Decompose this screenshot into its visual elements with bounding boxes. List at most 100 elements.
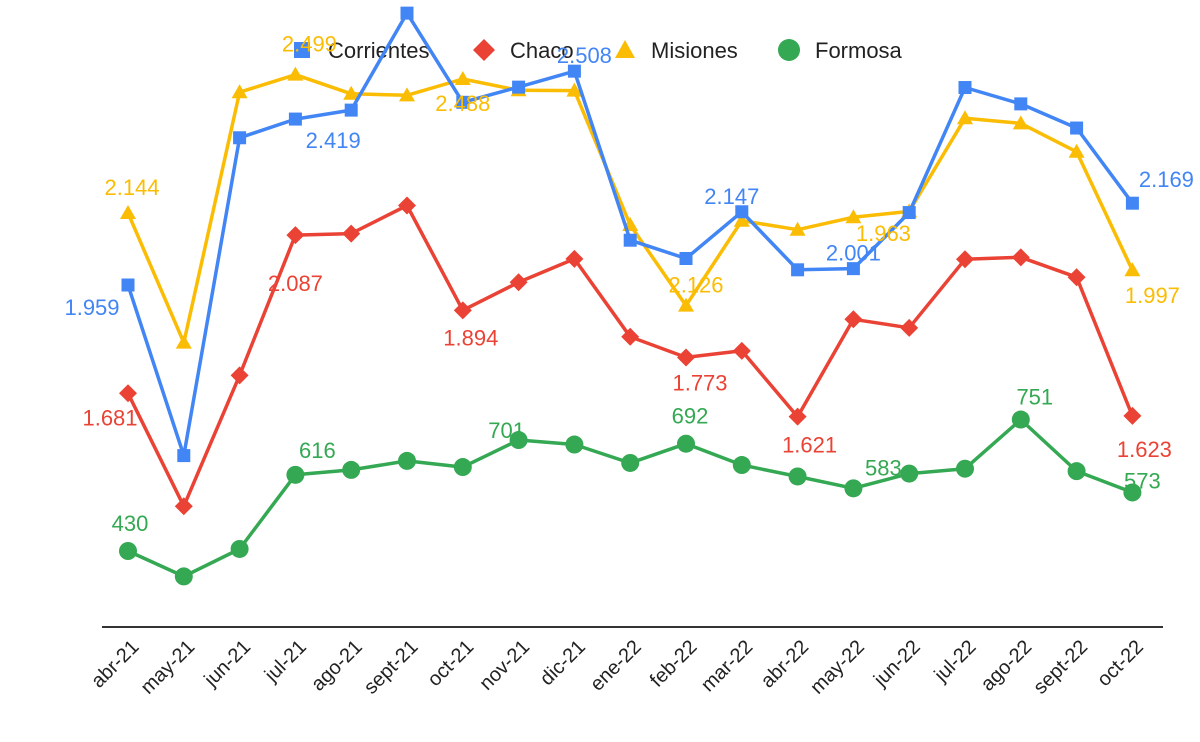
data-point-corrientes-oct-21 [456, 95, 470, 109]
data-label-formosa-jul-21: 616 [299, 438, 336, 463]
data-point-corrientes-may-21 [177, 449, 191, 463]
data-point-corrientes-oct-22 [1125, 196, 1139, 210]
data-label-chaco-abr-21: 1.681 [82, 405, 137, 430]
data-point-misiones-abr-21 [120, 204, 136, 219]
data-point-chaco-jul-22 [956, 250, 974, 269]
x-tick-label-abr-21: abr-21 [87, 636, 143, 692]
data-point-formosa-jun-21 [230, 539, 249, 558]
data-point-misiones-abr-22 [789, 221, 806, 236]
x-tick-label-may-21: may-21 [137, 636, 200, 699]
data-point-formosa-jul-21 [286, 465, 305, 484]
legend-label-misiones: Misiones [651, 38, 738, 63]
data-label-misiones-feb-22: 2.126 [668, 273, 723, 298]
data-label-formosa-ago-22: 751 [1016, 385, 1053, 410]
data-point-formosa-mar-22 [732, 456, 751, 475]
data-point-misiones-sept-22 [1068, 143, 1085, 158]
series-corrientes [121, 6, 1139, 463]
series-chaco [119, 196, 1142, 516]
data-point-chaco-abr-22 [788, 407, 807, 426]
series-layer [119, 6, 1142, 586]
data-label-misiones-oct-21: 2.488 [435, 91, 490, 116]
data-point-corrientes-jun-22 [902, 206, 916, 220]
legend-marker-formosa [778, 39, 800, 61]
legend-item-formosa: Formosa [778, 38, 903, 63]
data-label-corrientes-may-22: 2.001 [826, 241, 881, 266]
data-point-formosa-sept-21 [398, 451, 416, 470]
data-point-formosa-sept-22 [1067, 462, 1086, 481]
data-point-misiones-ago-21 [343, 85, 360, 100]
data-point-chaco-jul-21 [286, 226, 305, 245]
data-label-chaco-feb-22: 1.773 [672, 370, 727, 395]
x-tick-label-oct-22: oct-22 [1093, 636, 1148, 691]
data-point-corrientes-may-22 [846, 262, 860, 276]
data-label-formosa-nov-21: 701 [488, 418, 525, 443]
legend-item-chaco: Chaco [473, 38, 574, 63]
data-point-misiones-oct-22 [1124, 262, 1141, 277]
data-point-chaco-ago-22 [1011, 248, 1030, 267]
series-line-misiones [126, 72, 1134, 345]
data-point-formosa-jul-22 [956, 459, 974, 478]
data-point-chaco-mar-22 [732, 341, 751, 360]
legend-label-formosa: Formosa [815, 38, 903, 63]
data-point-corrientes-jul-21 [288, 112, 302, 126]
x-tick-label-ene-22: ene-22 [586, 636, 646, 696]
x-tick-label-jul-21: jul-21 [260, 636, 311, 687]
data-label-misiones-may-22: 1.963 [856, 221, 911, 246]
data-point-chaco-feb-22 [677, 348, 695, 367]
data-point-misiones-oct-21 [454, 70, 471, 85]
data-point-formosa-may-22 [844, 479, 863, 498]
data-point-formosa-jun-22 [900, 464, 919, 483]
data-point-misiones-jun-21 [231, 84, 248, 99]
x-tick-label-oct-21: oct-21 [423, 636, 478, 691]
data-point-corrientes-ene-22 [623, 233, 637, 247]
data-point-corrientes-sept-21 [400, 6, 414, 20]
legend-item-misiones: Misiones [615, 38, 738, 63]
data-point-misiones-jul-21 [287, 66, 304, 81]
x-tick-label-abr-22: abr-22 [757, 636, 813, 692]
legend-marker-misiones [615, 40, 635, 58]
data-point-formosa-oct-22 [1123, 483, 1142, 502]
data-point-misiones-mar-22 [733, 212, 750, 227]
data-point-formosa-ago-21 [342, 460, 361, 479]
data-point-misiones-jul-22 [957, 110, 973, 125]
data-point-corrientes-abr-22 [791, 263, 805, 277]
legend: Corrientes Chaco Misiones Formosa [294, 38, 903, 63]
x-tick-label-dic-21: dic-21 [536, 636, 590, 690]
data-label-corrientes-abr-21: 1.959 [64, 295, 119, 320]
data-point-corrientes-ago-22 [1014, 97, 1028, 111]
data-label-corrientes-mar-22: 2.147 [704, 184, 759, 209]
data-point-chaco-may-22 [844, 310, 863, 329]
data-point-chaco-oct-21 [453, 301, 472, 320]
data-label-misiones-abr-21: 2.144 [104, 175, 159, 200]
series-misiones [120, 66, 1141, 349]
x-tick-label-mar-22: mar-22 [697, 636, 757, 696]
data-point-misiones-may-22 [845, 209, 862, 224]
legend-marker-chaco [473, 39, 495, 61]
data-label-corrientes-oct-22: 2.169 [1139, 167, 1194, 192]
data-point-corrientes-abr-21 [121, 278, 135, 292]
data-point-chaco-ene-22 [621, 327, 640, 346]
data-point-formosa-oct-21 [453, 458, 472, 477]
x-tick-label-sept-22: sept-22 [1029, 636, 1092, 699]
data-label-formosa-oct-22: 573 [1124, 468, 1161, 493]
data-point-corrientes-dic-21 [567, 64, 581, 78]
legend-marker-corrientes [294, 42, 310, 58]
data-point-formosa-abr-21 [119, 542, 137, 560]
data-point-misiones-feb-22 [678, 297, 694, 312]
data-label-chaco-oct-21: 1.894 [443, 325, 498, 350]
data-label-misiones-oct-22: 1.997 [1125, 283, 1180, 308]
data-label-chaco-oct-22: 1.623 [1117, 437, 1172, 462]
data-point-formosa-ago-22 [1011, 410, 1030, 429]
data-point-chaco-sept-21 [398, 196, 416, 215]
data-label-formosa-feb-22: 692 [672, 404, 709, 429]
data-point-corrientes-jul-22 [958, 81, 972, 95]
series-formosa [119, 410, 1142, 586]
data-point-corrientes-mar-22 [735, 205, 749, 219]
data-label-formosa-may-22: 583 [865, 455, 902, 480]
data-label-chaco-abr-22: 1.621 [782, 433, 837, 458]
data-point-chaco-nov-21 [509, 273, 528, 292]
data-label-formosa-abr-21: 430 [112, 511, 149, 536]
data-point-chaco-dic-21 [565, 249, 584, 268]
data-point-chaco-jun-21 [230, 366, 249, 385]
x-tick-label-may-22: may-22 [806, 636, 869, 699]
